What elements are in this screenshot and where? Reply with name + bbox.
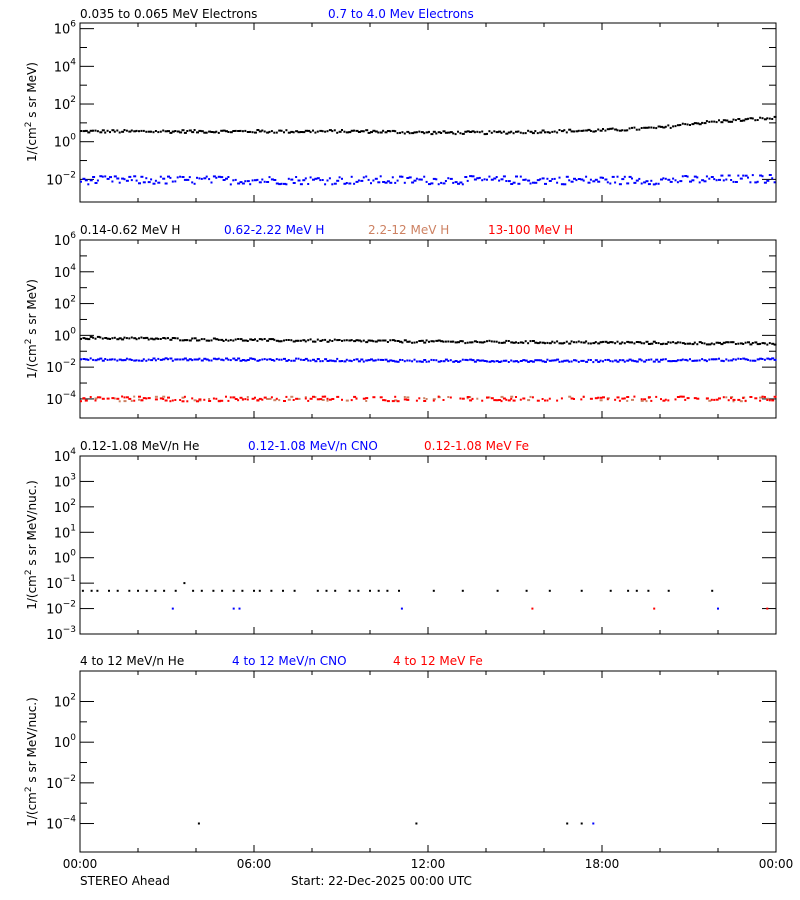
plot-frame xyxy=(79,22,777,203)
y-axis-label: 1/(cm2 s sr MeV/nuc.) xyxy=(24,697,39,827)
y-tick-label: 102 xyxy=(54,693,76,711)
legend-electrons-high: 0.7 to 4.0 Mev Electrons xyxy=(328,7,474,21)
panel-heavy-ions-high: 4 to 12 MeV/n He 4 to 12 MeV/n CNO 4 to … xyxy=(24,654,777,853)
data-points xyxy=(80,115,777,186)
plot-frame xyxy=(79,670,777,853)
x-tick-label: 06:00 xyxy=(237,857,272,871)
panel-protons: 0.14-0.62 MeV H 0.62-2.22 MeV H 2.2-12 M… xyxy=(24,223,777,419)
y-axis-label: 1/(cm2 s sr MeV/nuc.) xyxy=(24,480,39,610)
y-tick-label: 10−2 xyxy=(46,600,76,618)
y-axis-ticks: 10−2 100 102 104 106 xyxy=(46,20,776,188)
x-axis-ticks xyxy=(79,671,777,852)
y-tick-label: 100 xyxy=(54,133,77,151)
y-tick-label: 10−2 xyxy=(46,774,76,792)
x-tick-label: 00:00 xyxy=(63,857,98,871)
data-points xyxy=(80,335,777,403)
legend-fe-high: 4 to 12 MeV Fe xyxy=(393,654,483,668)
y-axis-ticks: 10−4 10−2 100 102 xyxy=(46,693,776,833)
x-axis-ticks xyxy=(79,23,777,202)
x-tick-label: 18:00 xyxy=(585,857,620,871)
legend-he-high: 4 to 12 MeV/n He xyxy=(80,654,184,668)
legend-he-low: 0.12-1.08 MeV/n He xyxy=(80,439,199,453)
y-tick-label: 102 xyxy=(54,95,76,113)
y-tick-label: 101 xyxy=(54,523,76,541)
x-tick-label: 00:00 xyxy=(759,857,794,871)
plot-frame xyxy=(79,455,777,635)
legend-h-4: 13-100 MeV H xyxy=(488,223,573,237)
data-points xyxy=(197,822,595,825)
y-tick-label: 100 xyxy=(54,549,77,567)
legend-cno-high: 4 to 12 MeV/n CNO xyxy=(232,654,347,668)
legend-h-3: 2.2-12 MeV H xyxy=(368,223,449,237)
y-tick-label: 104 xyxy=(54,263,77,281)
y-tick-label: 10−1 xyxy=(46,574,76,592)
y-tick-label: 106 xyxy=(54,20,77,38)
y-tick-label: 102 xyxy=(54,498,76,516)
y-tick-label: 106 xyxy=(54,231,77,249)
plot-frame xyxy=(79,239,777,419)
y-tick-label: 10−4 xyxy=(46,390,76,408)
panel-heavy-ions-low: 0.12-1.08 MeV/n He 0.12-1.08 MeV/n CNO 0… xyxy=(24,439,777,643)
y-tick-label: 10−2 xyxy=(46,358,76,376)
legend-electrons-low: 0.035 to 0.065 MeV Electrons xyxy=(80,7,257,21)
legend-h-2: 0.62-2.22 MeV H xyxy=(224,223,324,237)
legend-cno-low: 0.12-1.08 MeV/n CNO xyxy=(248,439,378,453)
y-tick-label: 10−4 xyxy=(46,815,76,833)
data-points xyxy=(81,582,769,610)
y-tick-label: 100 xyxy=(54,326,77,344)
panel-electrons: 0.035 to 0.065 MeV Electrons 0.7 to 4.0 … xyxy=(24,7,777,203)
y-tick-label: 10−2 xyxy=(46,170,76,188)
x-axis-ticks xyxy=(79,240,777,418)
y-axis-ticks: 10−3 10−2 10−1 100 101 102 103 104 xyxy=(46,447,776,643)
y-axis-label: 1/(cm2 s sr MeV) xyxy=(24,62,39,162)
x-tick-label: 12:00 xyxy=(411,857,446,871)
legend-fe-low: 0.12-1.08 MeV Fe xyxy=(424,439,529,453)
y-tick-label: 104 xyxy=(54,447,77,465)
y-axis-ticks: 10−4 10−2 100 102 104 106 xyxy=(46,231,776,408)
y-tick-label: 103 xyxy=(54,472,76,490)
y-tick-label: 102 xyxy=(54,295,76,313)
y-tick-label: 100 xyxy=(54,733,77,751)
start-time-label: Start: 22-Dec-2025 00:00 UTC xyxy=(291,874,472,888)
x-axis-labels: 00:00 06:00 12:00 18:00 00:00 xyxy=(63,857,794,871)
y-tick-label: 10−3 xyxy=(46,625,76,643)
x-axis-ticks xyxy=(79,456,777,634)
legend-h-1: 0.14-0.62 MeV H xyxy=(80,223,180,237)
spacecraft-label: STEREO Ahead xyxy=(80,874,170,888)
y-axis-label: 1/(cm2 s sr MeV) xyxy=(24,279,39,379)
y-tick-label: 104 xyxy=(54,57,77,75)
